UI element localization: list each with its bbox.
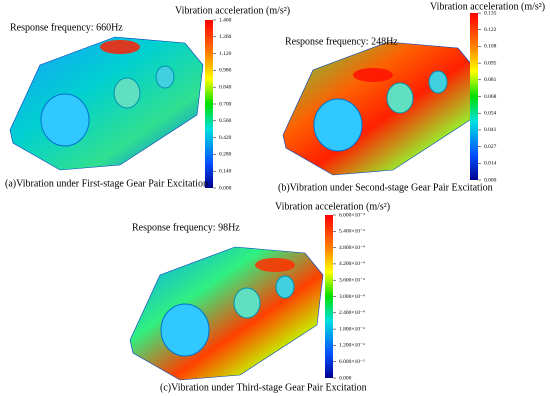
colorbar-tick-label: 1.260 — [219, 34, 232, 40]
bearing-hole — [160, 303, 210, 357]
colorbar-tick-label: 0.054 — [484, 110, 497, 116]
colorbar-tick-label: 5.400×10⁻⁴ — [339, 229, 365, 235]
colorbar-tick-label: 1.400 — [219, 17, 232, 23]
colorbar-tick-label: 0.041 — [484, 127, 497, 133]
caption: (c)Vibration under Third-stage Gear Pair… — [160, 382, 367, 393]
colorbar-tick-label: 0.280 — [219, 152, 232, 158]
colorbar — [205, 20, 213, 188]
colorbar-title: Vibration acceleration (m/s²) — [430, 1, 545, 12]
colorbar — [470, 13, 478, 180]
colorbar-tick-label: 0.140 — [219, 168, 232, 174]
colorbar-tick-label: 0.122 — [484, 27, 497, 33]
colorbar-tick-label: 0.420 — [219, 135, 232, 141]
bearing-hole — [313, 98, 363, 152]
colorbar-tick-label: 0.980 — [219, 68, 232, 74]
colorbar-tick-label: 0.014 — [484, 161, 497, 167]
bearing-hole — [155, 65, 175, 89]
colorbar — [325, 215, 333, 378]
colorbar-tick-label: 0.000 — [219, 185, 232, 191]
colorbar-tick-label: 0.000 — [339, 375, 352, 381]
colorbar-tick-label: 0.081 — [484, 77, 497, 83]
response-frequency: Response frequency: 248Hz — [285, 36, 398, 47]
colorbar-tick-label: 0.560 — [219, 118, 232, 124]
caption: (a)Vibration under First-stage Gear Pair… — [5, 178, 208, 189]
colorbar-title: Vibration acceleration (m/s²) — [275, 201, 390, 212]
hotspot — [353, 68, 393, 82]
colorbar-tick-label: 1.120 — [219, 51, 232, 57]
bearing-hole — [275, 275, 295, 299]
bearing-hole — [233, 287, 261, 319]
colorbar-tick-label: 0.027 — [484, 144, 497, 150]
colorbar-tick-label: 0.095 — [484, 60, 497, 66]
bearing-hole — [386, 82, 414, 114]
colorbar-title: Vibration acceleration (m/s²) — [175, 5, 290, 16]
gearbox-body — [282, 41, 477, 176]
bearing-hole — [40, 93, 90, 147]
colorbar-tick-label: 6.000×10⁻⁵ — [339, 359, 365, 365]
hotspot — [255, 258, 295, 272]
colorbar-tick-label: 0.108 — [484, 44, 497, 50]
colorbar-tick-label: 2.400×10⁻⁴ — [339, 310, 365, 316]
colorbar-tick-label: 1.200×10⁻⁴ — [339, 343, 365, 349]
colorbar-tick-label: 3.000×10⁻⁴ — [339, 294, 365, 300]
colorbar-tick-label: 3.600×10⁻⁴ — [339, 277, 365, 283]
gearbox-render — [9, 36, 204, 171]
gearbox-render — [129, 246, 324, 381]
gearbox-body — [9, 36, 204, 171]
bearing-hole — [113, 77, 141, 109]
colorbar-tick-label: 0.000 — [484, 177, 497, 183]
colorbar-tick-label: 6.000×10⁻⁴ — [339, 212, 365, 218]
bearing-hole — [428, 70, 448, 94]
colorbar-tick-label: 0.700 — [219, 101, 232, 107]
response-frequency: Response frequency: 660Hz — [10, 22, 123, 33]
gearbox-render — [282, 41, 477, 176]
colorbar-tick-label: 0.068 — [484, 94, 497, 100]
colorbar-tick-label: 4.200×10⁻⁴ — [339, 261, 365, 267]
colorbar-tick-label: 1.800×10⁻⁴ — [339, 326, 365, 332]
colorbar-tick-label: 0.840 — [219, 84, 232, 90]
caption: (b)Vibration under Second-stage Gear Pai… — [278, 182, 493, 193]
response-frequency: Response frequency: 98Hz — [132, 222, 240, 233]
colorbar-tick-label: 0.135 — [484, 10, 497, 16]
colorbar-tick-label: 4.800×10⁻⁴ — [339, 245, 365, 251]
hotspot — [100, 40, 140, 54]
